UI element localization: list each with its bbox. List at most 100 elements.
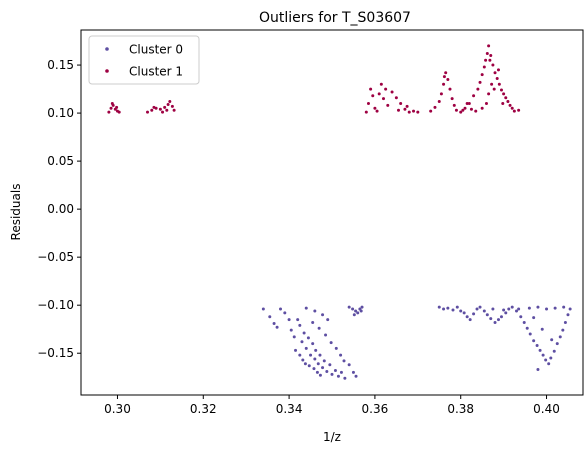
scatter-point-cluster-1 [394,96,398,100]
scatter-point-cluster-1 [493,71,497,75]
scatter-point-cluster-1 [476,87,480,91]
y-tick-label: −0.05 [37,250,74,264]
scatter-point-cluster-1 [463,106,467,110]
scatter-point-cluster-1 [150,108,154,112]
scatter-point-cluster-0 [451,308,455,312]
scatter-point-cluster-1 [512,109,516,113]
scatter-point-cluster-1 [452,103,456,107]
legend-label-cluster-0: Cluster 0 [129,43,183,57]
scatter-point-cluster-0 [525,326,529,330]
scatter-point-cluster-0 [329,341,333,345]
scatter-point-cluster-1 [492,87,496,91]
scatter-point-cluster-1 [429,109,433,113]
scatter-point-cluster-0 [549,356,553,360]
legend-label-cluster-1: Cluster 1 [129,65,183,79]
scatter-point-cluster-1 [371,94,375,98]
scatter-point-cluster-1 [472,94,476,98]
scatter-point-cluster-0 [309,353,313,357]
scatter-point-cluster-0 [437,305,441,309]
scatter-point-cluster-0 [300,340,304,344]
scatter-point-cluster-0 [553,306,557,310]
x-tick-label: 0.32 [190,402,217,416]
scatter-point-cluster-0 [562,305,566,309]
scatter-point-cluster-0 [566,313,570,317]
scatter-point-cluster-0 [321,366,325,370]
scatter-point-cluster-0 [475,307,479,311]
scatter-point-cluster-0 [351,307,355,311]
scatter-point-cluster-0 [482,309,486,313]
y-tick-label: 0.15 [47,58,74,72]
scatter-point-cluster-1 [484,58,488,62]
scatter-point-cluster-0 [314,348,318,352]
scatter-point-cluster-0 [312,367,316,371]
scatter-point-cluster-0 [325,369,329,373]
scatter-point-cluster-0 [540,327,544,331]
scatter-point-cluster-0 [468,318,472,322]
scatter-point-cluster-1 [373,106,377,110]
y-tick-label: −0.15 [37,346,74,360]
scatter-point-cluster-0 [568,307,572,311]
scatter-point-cluster-1 [439,92,443,96]
x-axis: 0.30 0.32 0.34 0.36 0.38 0.40 [104,395,560,416]
scatter-point-cluster-0 [547,362,551,366]
scatter-point-cluster-0 [455,305,459,309]
scatter-point-cluster-1 [508,103,512,107]
scatter-point-cluster-1 [490,82,494,86]
scatter-point-cluster-0 [287,318,291,322]
scatter-point-cluster-1 [444,71,448,75]
y-tick-label: 0.00 [47,202,74,216]
scatter-point-cluster-0 [321,313,325,317]
scatter-point-cluster-1 [379,82,383,86]
scatter-point-cluster-0 [532,339,536,343]
scatter-point-cluster-0 [491,307,495,311]
legend-marker-cluster-1 [105,69,109,73]
scatter-point-cluster-0 [315,370,319,374]
scatter-point-cluster-1 [172,108,176,112]
scatter-point-cluster-0 [360,305,364,309]
scatter-point-cluster-1 [504,96,508,100]
scatter-point-cluster-1 [377,92,381,96]
scatter-point-cluster-1 [165,108,169,112]
scatter-point-cluster-0 [283,311,287,315]
scatter-point-cluster-0 [304,306,308,310]
scatter-point-cluster-1 [158,107,162,111]
scatter-point-cluster-1 [117,110,121,114]
scatter-point-cluster-1 [446,77,450,81]
scatter-point-cluster-1 [495,77,499,81]
scatter-point-cluster-0 [306,336,310,340]
scatter-point-cluster-1 [448,87,452,91]
scatter-point-cluster-0 [356,311,360,315]
scatter-point-cluster-0 [536,368,540,372]
scatter-point-cluster-1 [450,97,454,101]
scatter-point-cluster-1 [364,110,368,114]
scatter-point-cluster-1 [146,110,149,114]
scatter-point-cluster-0 [318,373,322,377]
scatter-point-cluster-0 [442,307,446,311]
plot-frame [80,29,584,396]
scatter-point-cluster-0 [515,309,518,313]
scatter-point-cluster-0 [339,370,343,374]
scatter-point-cluster-0 [347,363,351,367]
scatter-point-cluster-0 [462,311,466,315]
scatter-point-cluster-0 [478,305,482,309]
scatter-point-cluster-1 [110,101,114,105]
x-tick-label: 0.38 [447,402,474,416]
scatter-point-cluster-0 [496,318,500,322]
scatter-point-cluster-0 [535,344,539,348]
scatter-point-cluster-1 [487,92,491,96]
scatter-point-cluster-1 [416,110,420,114]
scatter-point-cluster-1 [467,101,471,105]
scatter-point-cluster-0 [446,306,450,310]
scatter-point-cluster-0 [313,357,317,361]
scatter-point-cluster-0 [352,313,356,317]
scatter-point-cluster-1 [115,105,119,109]
scatter-point-cluster-0 [499,315,503,319]
scatter-point-cluster-0 [318,353,322,357]
scatter-point-cluster-0 [489,317,493,321]
scatter-point-cluster-1 [510,106,514,110]
scatter-point-cluster-0 [301,358,305,362]
scatter-point-cluster-0 [317,326,321,330]
scatter-point-cluster-1 [485,52,489,56]
legend-marker-cluster-0 [105,47,109,51]
